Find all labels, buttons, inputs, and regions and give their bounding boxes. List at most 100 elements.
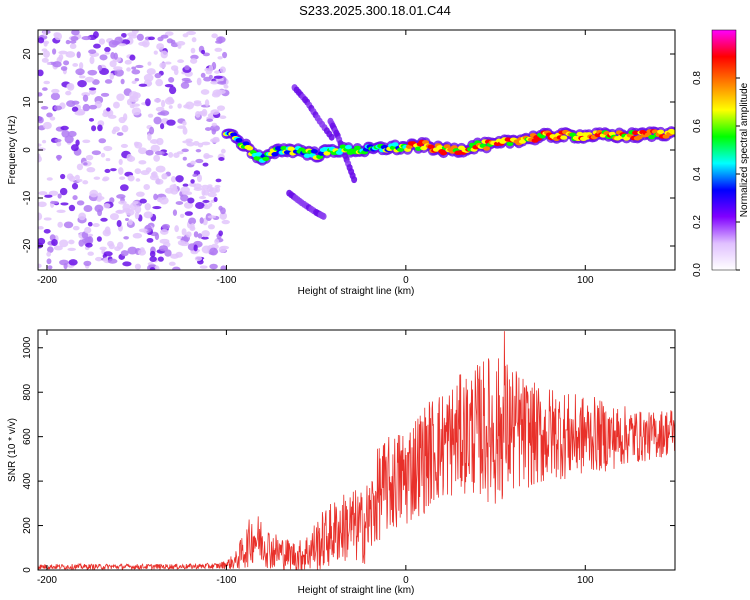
noise-blob [48, 190, 59, 196]
noise-blob [161, 173, 168, 180]
noise-blob [82, 103, 90, 112]
noise-blob [202, 199, 210, 204]
y-tick-label: 20 [22, 48, 33, 60]
noise-blob [149, 256, 157, 263]
noise-blob [164, 84, 174, 88]
noise-blob [183, 201, 194, 209]
noise-blob [124, 59, 132, 65]
noise-blob [66, 173, 74, 180]
noise-blob [88, 117, 95, 122]
noise-blob [203, 76, 212, 82]
noise-blob [112, 126, 120, 133]
colorbar: 0.0 0.2 0.4 0.6 0.8 Normalized spectral ampl… [692, 29, 750, 277]
noise-blob [110, 52, 115, 59]
noise-blob [180, 194, 189, 202]
noise-blob [96, 236, 102, 242]
noise-blob [85, 154, 94, 161]
noise-blob [206, 118, 214, 122]
noise-blob [116, 220, 122, 228]
noise-blob [159, 196, 169, 205]
noise-blob [201, 141, 211, 146]
noise-blob [116, 93, 125, 101]
noise-blob [38, 92, 43, 97]
noise-blob [168, 77, 175, 83]
noise-blob [112, 101, 120, 109]
colorbar-ticks: 0.0 0.2 0.4 0.6 0.8 [692, 71, 740, 277]
noise-blob [154, 265, 160, 270]
noise-blob [193, 231, 199, 238]
noise-blob [157, 256, 164, 262]
noise-blob [131, 107, 142, 116]
noise-blob [147, 113, 154, 118]
y-tick-label: 0 [22, 567, 33, 573]
noise-blob [66, 83, 73, 89]
noise-blob [49, 116, 56, 121]
noise-blob [222, 51, 228, 59]
spectrogram-y-label: Frequency (Hz) [7, 116, 18, 185]
noise-blob [88, 87, 97, 91]
noise-blob [38, 191, 48, 196]
noise-blob [125, 217, 130, 222]
noise-blob [60, 202, 69, 206]
noise-blob [76, 163, 84, 171]
noise-blob [201, 230, 210, 238]
noise-blob [150, 144, 160, 153]
noise-blob [145, 167, 152, 173]
noise-blob [127, 219, 133, 226]
noise-blob [50, 200, 59, 205]
noise-blob [134, 263, 141, 270]
noise-blob [177, 103, 182, 109]
noise-blob [57, 221, 63, 228]
noise-blob [156, 43, 165, 50]
ridge-core [427, 144, 435, 149]
noise-blob [85, 242, 93, 248]
noise-blob [46, 177, 53, 181]
noise-blob [193, 187, 203, 191]
noise-blob [155, 178, 164, 185]
noise-blob [88, 49, 97, 54]
noise-blob [71, 30, 80, 36]
noise-blob [105, 157, 111, 162]
noise-blob [82, 180, 89, 185]
noise-blob [72, 63, 79, 67]
noise-blob [127, 32, 137, 37]
noise-blob [170, 175, 177, 183]
noise-blob [96, 197, 102, 202]
noise-blob [59, 239, 69, 248]
noise-blob [182, 183, 189, 187]
noise-blob [97, 124, 103, 132]
noise-blob [134, 211, 140, 220]
noise-blob [107, 258, 118, 264]
noise-blob [43, 40, 50, 45]
noise-blob [203, 205, 211, 210]
colorbar-tick-label: 0.2 [692, 215, 703, 229]
noise-blob [99, 54, 108, 61]
noise-blob [60, 173, 66, 180]
noise-blob [58, 50, 68, 55]
noise-blob [137, 249, 147, 256]
noise-blob [218, 157, 225, 161]
noise-blob [221, 219, 230, 225]
noise-blob [60, 66, 68, 71]
noise-blob [195, 148, 202, 153]
snr-x-label: Height of straight line (km) [298, 585, 415, 596]
noise-blob [97, 192, 102, 199]
noise-blob [175, 201, 184, 205]
noise-blob [134, 77, 140, 82]
noise-blob [71, 182, 79, 190]
noise-blob [71, 106, 79, 112]
noise-blob [202, 52, 210, 57]
noise-blob [134, 205, 142, 214]
noise-blob [153, 154, 161, 162]
noise-blob [126, 67, 131, 72]
spectrogram-marks [38, 30, 675, 270]
noise-blob [158, 245, 169, 252]
noise-blob [215, 40, 223, 44]
ridge-core [274, 146, 282, 151]
noise-blob [172, 209, 178, 216]
noise-blob [107, 114, 117, 119]
noise-blob [179, 213, 185, 218]
noise-blob [177, 59, 185, 63]
noise-blob [201, 188, 206, 197]
noise-blob [160, 228, 169, 235]
